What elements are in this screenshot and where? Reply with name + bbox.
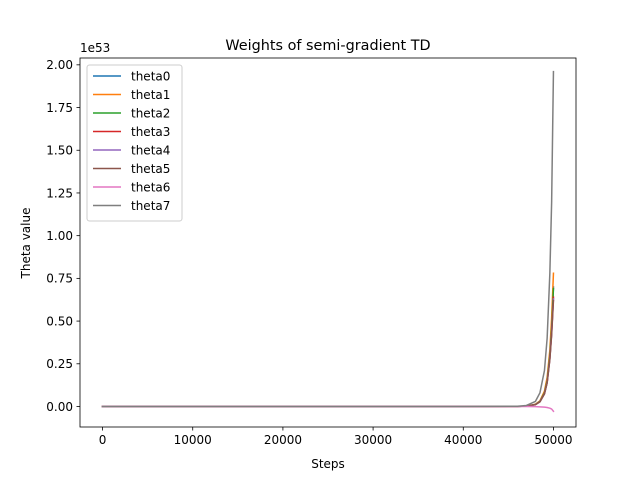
y-tick-label: 1.75 <box>46 101 73 115</box>
x-axis-label: Steps <box>311 457 345 471</box>
axis-ticks: 0 10000 20000 30000 40000 50000 0.00 0.25 0.50 0.… <box>46 58 572 447</box>
y-axis-offset-text: 1e53 <box>80 41 110 55</box>
y-tick-label: 2.00 <box>46 58 73 72</box>
legend-box <box>86 64 183 222</box>
series-lines <box>101 70 555 413</box>
y-tick-label: 0.50 <box>46 314 73 328</box>
legend-label-theta6: theta6 <box>131 180 170 194</box>
chart-title: Weights of semi-gradient TD <box>225 38 430 54</box>
legend-label-theta3: theta3 <box>131 125 170 139</box>
legend-label-theta1: theta1 <box>131 88 170 102</box>
y-tick-label: 1.00 <box>46 229 73 243</box>
y-axis-label: Theta value <box>19 208 33 280</box>
axes-frame <box>79 57 577 428</box>
legend-label-theta0: theta0 <box>131 69 170 83</box>
legend: theta0 theta1 theta2 theta3 theta4 theta5 thet… <box>86 64 183 222</box>
x-tick-label: 0 <box>99 433 107 447</box>
x-tick-label: 10000 <box>174 433 212 447</box>
x-tick-label: 40000 <box>444 433 482 447</box>
x-tick-label: 30000 <box>354 433 392 447</box>
y-tick-label: 1.50 <box>46 144 73 158</box>
legend-label-theta4: theta4 <box>131 143 170 157</box>
y-tick-label: 1.25 <box>46 186 73 200</box>
legend-label-theta5: theta5 <box>131 162 170 176</box>
legend-label-theta2: theta2 <box>131 106 170 120</box>
y-tick-label: 0.25 <box>46 357 73 371</box>
x-tick-label: 50000 <box>534 433 572 447</box>
series-line-theta7 <box>101 70 555 408</box>
y-tick-label: 0.75 <box>46 272 73 286</box>
legend-label-theta7: theta7 <box>131 199 170 213</box>
x-tick-label: 20000 <box>264 433 302 447</box>
y-tick-label: 0.00 <box>46 400 73 414</box>
